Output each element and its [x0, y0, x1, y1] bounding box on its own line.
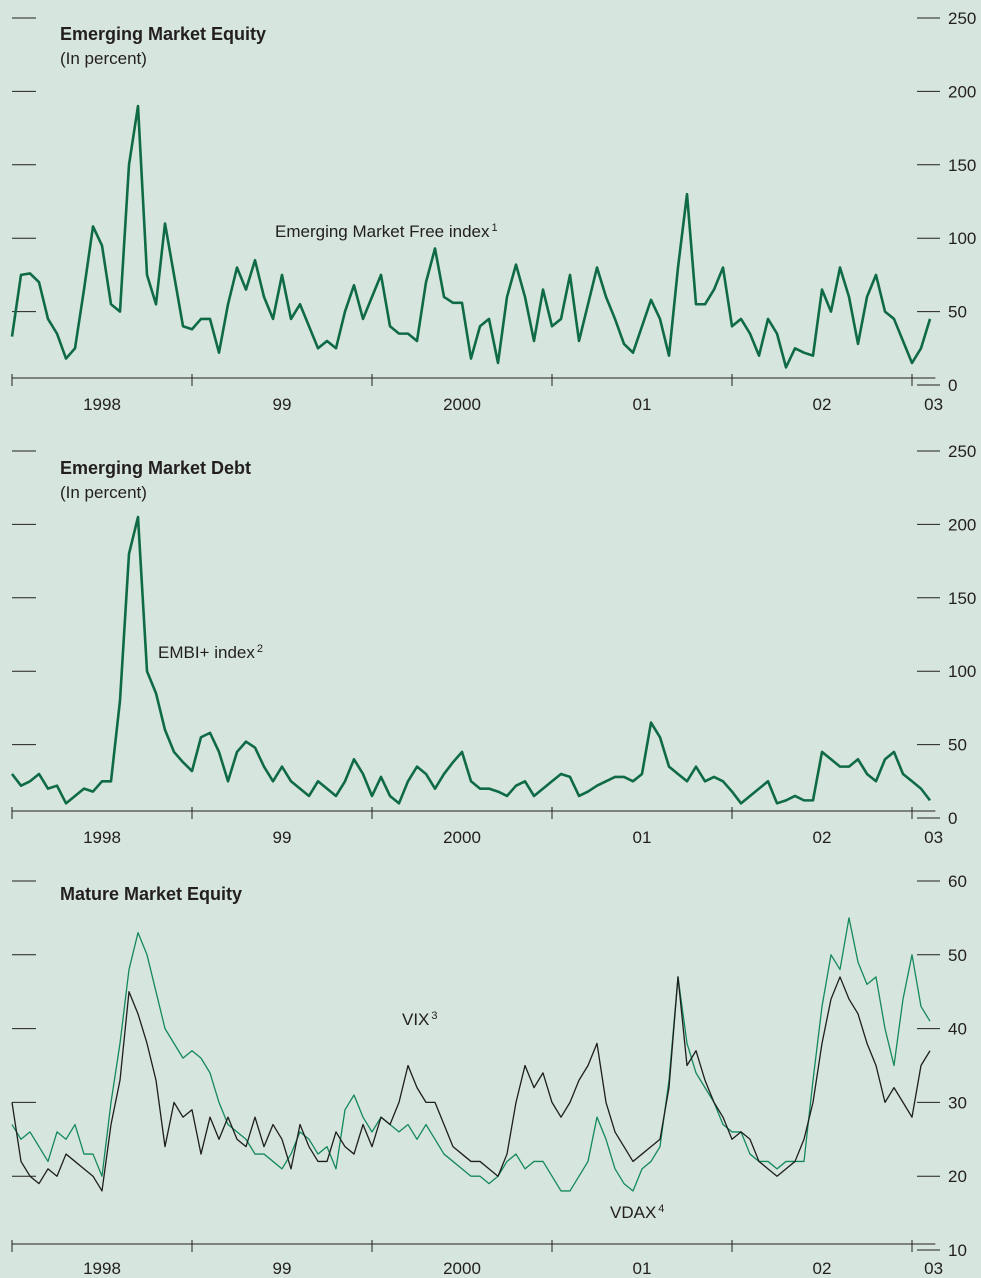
panel-title: Emerging Market Debt	[60, 458, 251, 478]
x-tick-label: 1998	[83, 828, 121, 847]
series-note: 3	[431, 1010, 437, 1022]
y-tick-label: 200	[948, 82, 976, 101]
y-tick-label: 50	[948, 303, 967, 322]
y-tick-label: 250	[948, 9, 976, 28]
panel-title: Emerging Market Equity	[60, 24, 266, 44]
x-tick-label: 02	[813, 1259, 832, 1278]
x-tick-label: 01	[633, 1259, 652, 1278]
y-tick-label: 20	[948, 1167, 967, 1186]
y-tick-label: 150	[948, 156, 976, 175]
series-note: 4	[658, 1203, 664, 1215]
series-note: 2	[257, 643, 263, 655]
y-tick-label: 50	[948, 946, 967, 965]
y-tick-label: 0	[948, 809, 957, 828]
panel-subtitle: (In percent)	[60, 49, 147, 68]
y-tick-label: 40	[948, 1020, 967, 1039]
x-tick-label: 2000	[443, 828, 481, 847]
y-tick-label: 10	[948, 1241, 967, 1260]
series-label: VIX 3	[402, 1010, 438, 1029]
x-tick-label: 1998	[83, 1259, 121, 1278]
x-tick-label: 99	[273, 828, 292, 847]
y-tick-label: 200	[948, 515, 976, 534]
y-tick-label: 60	[948, 872, 967, 891]
x-tick-label: 99	[273, 1259, 292, 1278]
series-name: Emerging Market Free index	[275, 222, 490, 241]
series-name: VIX	[402, 1010, 429, 1029]
x-tick-label: 2000	[443, 395, 481, 414]
series-name: VDAX	[610, 1203, 656, 1222]
series-label: Emerging Market Free index 1	[275, 222, 498, 241]
series-label: VDAX 4	[610, 1203, 664, 1222]
x-tick-label: 03	[924, 1259, 943, 1278]
y-tick-label: 150	[948, 589, 976, 608]
y-tick-label: 100	[948, 229, 976, 248]
series-name: EMBI+ index	[158, 643, 255, 662]
series-note: 1	[491, 222, 497, 234]
y-tick-label: 250	[948, 442, 976, 461]
x-tick-label: 2000	[443, 1259, 481, 1278]
series-line	[10, 104, 932, 369]
x-tick-label: 01	[633, 828, 652, 847]
series-line	[11, 976, 931, 1192]
x-tick-label: 01	[633, 395, 652, 414]
y-tick-label: 50	[948, 736, 967, 755]
x-tick-label: 1998	[83, 395, 121, 414]
x-tick-label: 02	[813, 395, 832, 414]
x-tick-label: 03	[924, 828, 943, 847]
series-line	[11, 917, 931, 1192]
panel-title: Mature Market Equity	[60, 884, 242, 904]
series-label: EMBI+ index 2	[158, 643, 263, 662]
y-tick-label: 0	[948, 376, 957, 395]
y-tick-label: 30	[948, 1093, 967, 1112]
x-tick-label: 02	[813, 828, 832, 847]
panel-subtitle: (In percent)	[60, 483, 147, 502]
x-tick-label: 03	[924, 395, 943, 414]
x-tick-label: 99	[273, 395, 292, 414]
y-tick-label: 100	[948, 662, 976, 681]
series-line	[10, 515, 932, 805]
